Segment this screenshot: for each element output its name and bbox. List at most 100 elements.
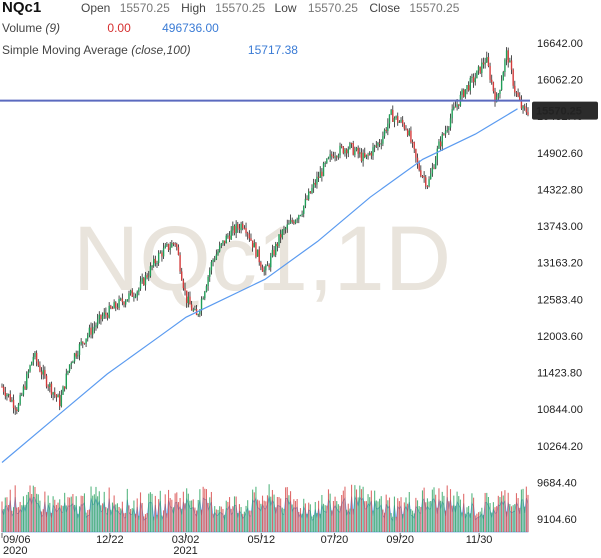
candle-body bbox=[80, 341, 82, 345]
candle-body bbox=[9, 394, 11, 402]
candle-body bbox=[337, 155, 340, 158]
candle-body bbox=[1, 386, 3, 388]
candle-body bbox=[265, 265, 267, 271]
candle-body bbox=[383, 129, 386, 137]
volume-label: Volume bbox=[2, 21, 43, 35]
candle-body bbox=[307, 191, 310, 200]
candle-body bbox=[471, 76, 473, 78]
candle-body bbox=[62, 386, 64, 395]
candle-body bbox=[340, 145, 343, 147]
candle-body bbox=[187, 296, 190, 304]
candle-body bbox=[397, 116, 399, 123]
volume-value-2: 496736.00 bbox=[162, 21, 219, 35]
candle-body bbox=[21, 394, 23, 396]
candle-body bbox=[369, 152, 371, 155]
candle-body bbox=[359, 152, 361, 154]
candle-body bbox=[179, 255, 181, 272]
candle-body bbox=[504, 59, 506, 73]
candle-body bbox=[26, 373, 28, 389]
candle-body bbox=[225, 235, 227, 244]
price-tick-label: 12003.60 bbox=[537, 331, 583, 343]
candle-body bbox=[324, 162, 326, 164]
sma-legend: Simple Moving Average (close,100) 15717.… bbox=[2, 43, 298, 57]
candle-body bbox=[495, 96, 498, 103]
candle-body bbox=[205, 286, 208, 292]
candle-body bbox=[37, 361, 39, 366]
candle-body bbox=[230, 230, 232, 240]
candle-body bbox=[182, 280, 185, 289]
candle-body bbox=[510, 60, 513, 70]
candle-body bbox=[72, 361, 74, 364]
candle-body bbox=[136, 291, 138, 297]
candle-body bbox=[372, 147, 374, 156]
candle-body bbox=[192, 309, 194, 311]
candle-body bbox=[312, 182, 315, 188]
candle-body bbox=[431, 167, 434, 174]
candle-body bbox=[299, 215, 302, 217]
candle-body bbox=[350, 143, 353, 145]
candle-body bbox=[364, 152, 366, 158]
candle-body bbox=[406, 129, 409, 136]
candle-body bbox=[438, 141, 440, 149]
candle-body bbox=[116, 307, 119, 309]
candle-body bbox=[387, 123, 389, 131]
candle-body bbox=[416, 157, 419, 164]
price-tick-label: 13163.20 bbox=[537, 258, 583, 270]
candle-body bbox=[176, 243, 178, 248]
candle-body bbox=[367, 154, 369, 156]
time-tick-label: 05/12 bbox=[248, 534, 276, 546]
sma-label: Simple Moving Average bbox=[2, 43, 128, 57]
close-value: 15570.25 bbox=[409, 1, 460, 15]
candle-body bbox=[275, 243, 277, 255]
candle-body bbox=[466, 85, 468, 90]
candle-body bbox=[289, 220, 292, 224]
candle-body bbox=[204, 291, 206, 299]
candle-body bbox=[469, 77, 471, 91]
candle-body bbox=[88, 327, 91, 335]
candle-body bbox=[448, 127, 450, 131]
candle-body bbox=[494, 91, 496, 103]
candle-body bbox=[246, 233, 249, 235]
candle-body bbox=[14, 407, 16, 410]
candle-body bbox=[365, 154, 368, 158]
candle-body bbox=[477, 66, 480, 71]
candle-body bbox=[115, 302, 117, 308]
candle-body bbox=[481, 62, 483, 74]
candle-body bbox=[522, 106, 524, 109]
candle-body bbox=[35, 352, 38, 362]
candle-body bbox=[19, 395, 21, 405]
candle-body bbox=[444, 130, 447, 135]
price-tick-label: 14322.80 bbox=[537, 184, 583, 196]
candle-body bbox=[90, 327, 92, 335]
candle-body bbox=[233, 226, 236, 234]
candle-body bbox=[118, 298, 120, 308]
candle-body bbox=[82, 341, 84, 344]
candle-body bbox=[141, 278, 143, 282]
candle-body bbox=[162, 248, 165, 257]
candle-body bbox=[439, 141, 442, 147]
candle-body bbox=[283, 228, 285, 231]
candle-body bbox=[519, 96, 521, 100]
candle-body bbox=[520, 99, 523, 109]
candle-body bbox=[78, 344, 81, 356]
candle-body bbox=[304, 198, 307, 206]
candle-body bbox=[273, 249, 275, 255]
candle-body bbox=[298, 215, 300, 220]
candle-body bbox=[215, 254, 218, 260]
candle-body bbox=[251, 240, 254, 248]
candle-body bbox=[11, 399, 13, 402]
candle-body bbox=[321, 171, 323, 177]
candle-body bbox=[524, 106, 526, 108]
volume-value-1: 0.00 bbox=[107, 21, 131, 35]
candle-body bbox=[67, 370, 69, 374]
candle-body bbox=[105, 312, 107, 315]
candle-body bbox=[476, 70, 478, 79]
candle-body bbox=[177, 247, 180, 256]
candle-body bbox=[436, 148, 439, 160]
candle-body bbox=[138, 288, 140, 292]
candle-body bbox=[512, 69, 514, 86]
candle-body bbox=[93, 326, 96, 329]
candle-body bbox=[139, 281, 142, 289]
candle-body bbox=[434, 159, 437, 169]
